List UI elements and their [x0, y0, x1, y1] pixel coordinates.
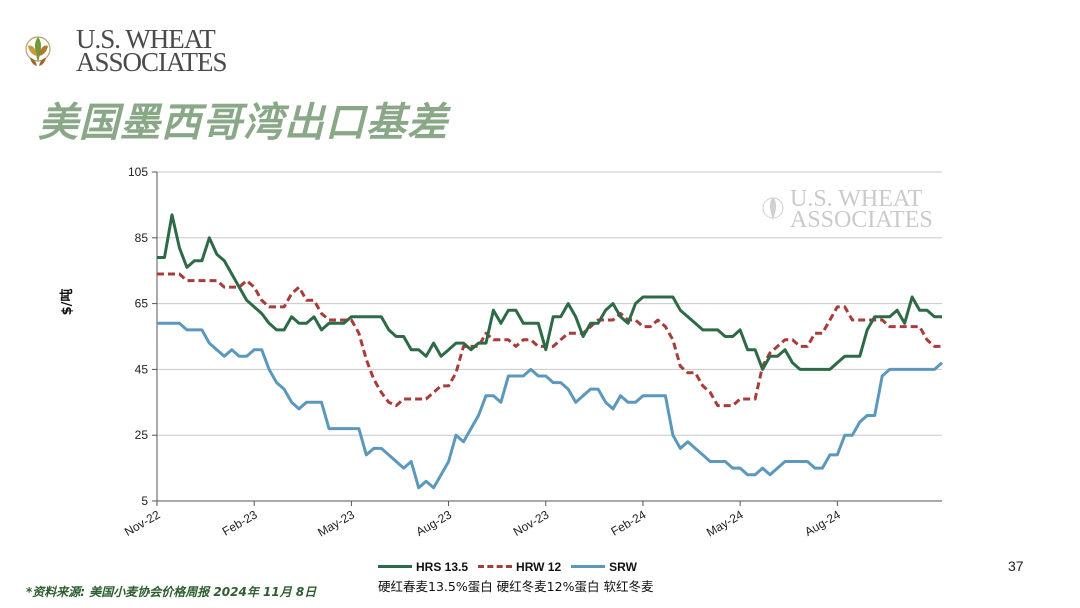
legend-label: HRW 12: [516, 559, 562, 574]
y-axis: 5 25 45 65 85 105: [128, 165, 158, 508]
x-tick-label: May-24: [704, 507, 746, 539]
legend-label: HRS 13.5: [416, 559, 469, 574]
page-title: 美国墨西哥湾出口基差: [38, 100, 448, 146]
x-axis: Nov-22 Feb-23 May-23 Aug-23 Nov-23 Feb-24 May-…: [122, 501, 843, 540]
legend-subtitle: 硬红春麦13.5%蛋白 硬红冬麦12%蛋白 软红冬麦: [378, 579, 654, 594]
legend-item: SRW: [571, 560, 637, 574]
series-lines: [157, 213, 943, 490]
legend-item: HRW 12: [478, 560, 561, 574]
logo-wordmark: U.S. WHEAT ASSOCIATES: [76, 24, 228, 77]
y-axis-label: $/吨: [59, 289, 75, 316]
x-tick-label: Aug-24: [802, 507, 843, 539]
chart-legend: HRS 13.5 HRW 12 SRW 硬红春麦13.5%蛋白 硬红冬麦12%蛋白 …: [378, 559, 653, 595]
x-tick-label: Nov-22: [122, 507, 163, 539]
y-tick-label: 45: [135, 362, 149, 376]
legend-label: SRW: [609, 559, 637, 574]
x-tick-label: Aug-23: [414, 507, 455, 539]
x-tick-label: May-23: [315, 507, 357, 539]
x-tick-label: Feb-23: [220, 507, 260, 538]
y-tick-label: 25: [135, 428, 149, 442]
y-tick-label: 85: [135, 231, 149, 245]
watermark-wheat-icon: [762, 197, 784, 220]
y-tick-label: 5: [141, 494, 148, 508]
x-tick-label: Nov-23: [511, 507, 552, 539]
x-tick-label: Feb-24: [609, 507, 649, 538]
y-tick-label: 105: [128, 165, 148, 179]
series-line-hrs-13-5: [157, 213, 942, 371]
legend-item: HRS 13.5: [378, 560, 468, 574]
wheat-logo-icon: [25, 36, 51, 66]
watermark-line1: U.S. WHEAT: [790, 186, 923, 212]
page-number: 37: [1008, 558, 1024, 574]
series-line-srw: [157, 321, 943, 490]
series-line-hrw-12: [157, 272, 942, 408]
watermark-line2: ASSOCIATES: [790, 207, 933, 233]
y-tick-label: 65: [135, 297, 149, 311]
legend-swatch: [478, 565, 513, 568]
source-note: *资料来源: 美国小麦协会价格周报 2024年 11月 8日: [26, 585, 317, 599]
usw-logo: U.S. WHEAT ASSOCIATES: [24, 26, 228, 76]
legend-swatch: [571, 565, 606, 568]
legend-swatch: [378, 565, 412, 568]
watermark: U.S. WHEAT ASSOCIATES: [762, 186, 933, 233]
